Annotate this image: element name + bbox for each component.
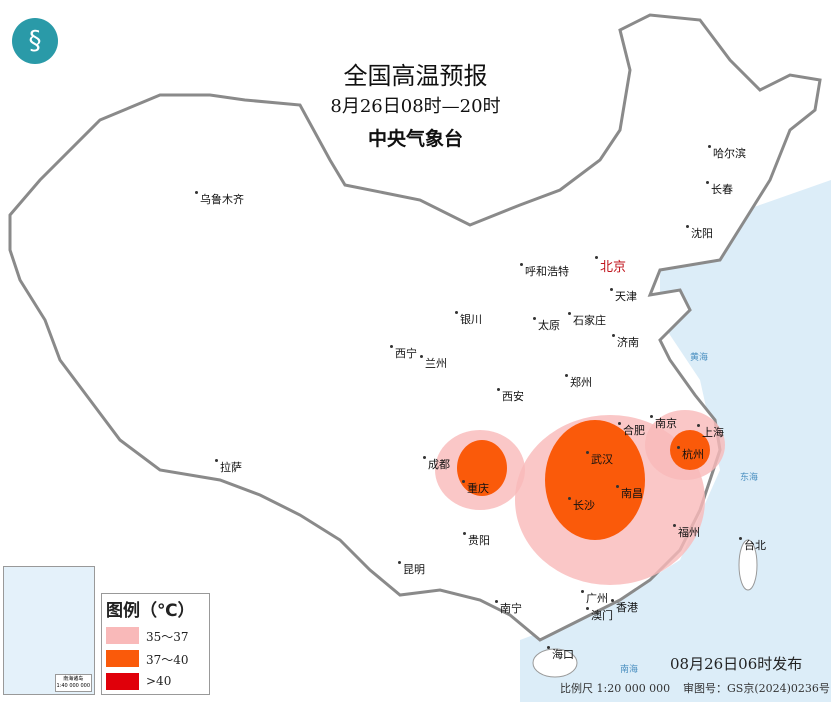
issuer: 中央气象台 — [367, 128, 463, 150]
city-label: 兰州 — [420, 355, 447, 371]
city-label: 郑州 — [565, 374, 592, 390]
issue-time: 08月26日06时发布 — [670, 655, 803, 673]
legend-title: 图例（℃） — [106, 601, 195, 621]
legend-label: >40 — [146, 674, 172, 688]
sea-label: 黄海 — [690, 353, 709, 363]
city-label: 成都 — [423, 456, 450, 472]
city-label: 沈阳 — [686, 225, 713, 241]
inset-title: 南海诸岛 — [63, 676, 84, 682]
cma-logo: § — [12, 18, 58, 64]
city-label: 广州 — [581, 590, 608, 606]
city-label: 南昌 — [616, 485, 643, 501]
city-label: 呼和浩特 — [520, 263, 569, 279]
city-label: 西宁 — [390, 345, 417, 361]
city-label: 昆明 — [398, 561, 425, 577]
city-label: 石家庄 — [568, 312, 606, 328]
city-label: 太原 — [533, 317, 560, 333]
legend-swatch — [106, 673, 139, 690]
city-label: 香港 — [611, 599, 638, 615]
city-label: 南京 — [650, 415, 677, 431]
sea-label: 南海 — [620, 665, 639, 675]
city-label: 合肥 — [618, 422, 645, 438]
legend-swatch — [106, 627, 139, 644]
forecast-period: 8月26日08时—20时 — [330, 96, 501, 117]
city-label: 海口 — [547, 646, 574, 662]
review-number: 审图号：GS京(2024)0236号 — [683, 682, 830, 695]
city-label: 澳门 — [586, 607, 613, 623]
map-title: 全国高温预报 — [343, 62, 488, 90]
inset-caption: 南海诸岛 1:40 000 000 — [54, 674, 92, 692]
city-label: 银川 — [455, 311, 482, 327]
city-label: 台北 — [739, 537, 766, 553]
city-label: 乌鲁木齐 — [195, 191, 244, 207]
city-label: 贵阳 — [463, 532, 490, 548]
south-china-sea-inset: 南海诸岛 1:40 000 000 — [3, 566, 95, 695]
city-label: 上海 — [697, 424, 724, 440]
city-label: 长沙 — [568, 497, 595, 513]
heat-37-40-zone — [545, 420, 645, 540]
capital-label: 北京 — [595, 256, 626, 275]
city-label: 哈尔滨 — [708, 145, 746, 161]
city-label: 南宁 — [495, 600, 522, 616]
city-label: 长春 — [706, 181, 733, 197]
map-scale: 比例尺 1:20 000 000 — [560, 682, 671, 695]
city-label: 福州 — [673, 524, 700, 540]
city-label: 杭州 — [677, 446, 704, 462]
legend-label: 37～40 — [146, 653, 189, 667]
sea-label: 东海 — [740, 473, 759, 483]
city-label: 重庆 — [462, 480, 489, 496]
city-label: 西安 — [497, 388, 524, 404]
inset-scale: 1:40 000 000 — [56, 683, 91, 689]
city-label: 武汉 — [586, 451, 613, 467]
legend: 图例（℃） 35～37 37～40 >40 — [101, 593, 210, 695]
legend-label: 35～37 — [146, 630, 189, 644]
city-label: 济南 — [612, 334, 639, 350]
city-label: 拉萨 — [215, 459, 242, 475]
city-label: 天津 — [610, 288, 637, 304]
legend-swatch — [106, 650, 139, 667]
heat-zones — [435, 410, 725, 585]
